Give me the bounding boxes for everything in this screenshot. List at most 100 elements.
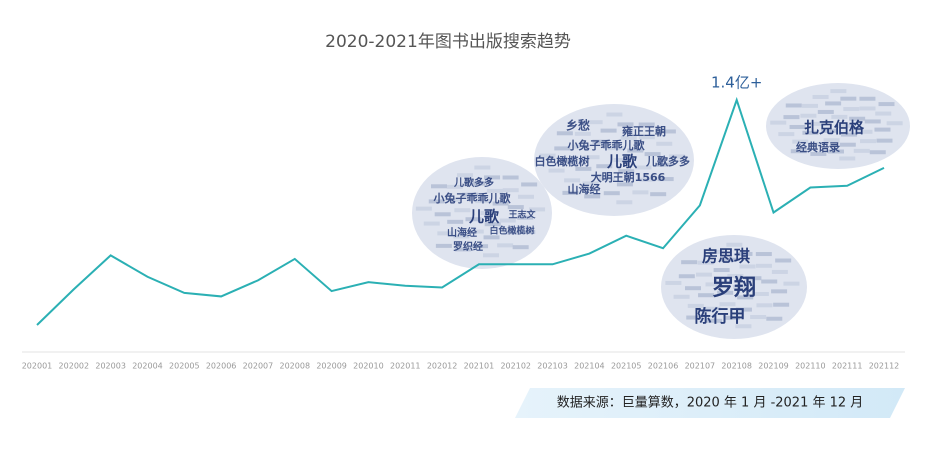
cloud-word: 罗翔: [712, 275, 756, 301]
cloud-texture: [573, 144, 590, 149]
cloud-texture: [592, 139, 609, 144]
cloud-texture: [687, 303, 704, 308]
cloud-texture: [632, 190, 649, 195]
cloud-texture: [773, 302, 790, 307]
cloud-texture: [878, 102, 895, 107]
cloud-word: 罗织经: [453, 240, 483, 253]
cloud-texture: [755, 263, 772, 268]
cloud-texture: [839, 156, 856, 161]
cloud-texture: [684, 286, 701, 291]
x-tick-label: 202001: [22, 362, 53, 371]
cloud-texture: [484, 222, 501, 227]
cloud-texture: [492, 201, 509, 206]
cloud-texture: [775, 258, 792, 263]
cloud-texture: [512, 245, 529, 250]
cloud-texture: [756, 303, 773, 308]
cloud-texture: [620, 135, 637, 140]
cloud-texture: [849, 116, 866, 121]
cloud-texture: [695, 272, 712, 277]
cloud-texture: [517, 194, 534, 199]
cloud-texture: [616, 200, 633, 205]
x-tick-label: 202109: [758, 362, 789, 371]
cloud-word: 房思琪: [702, 247, 750, 266]
cloud-texture: [582, 181, 599, 186]
cloud-texture: [486, 188, 503, 193]
cloud-texture: [830, 89, 847, 94]
cloud-texture: [678, 274, 695, 279]
cloud-texture: [840, 96, 857, 101]
x-tick-label: 202007: [243, 362, 274, 371]
cloud-texture: [659, 129, 676, 134]
cloud-texture: [864, 119, 881, 124]
source-note: 数据来源：巨量算数，2020 年 1 月 -2021 年 12 月: [557, 396, 864, 411]
cloud-word: 扎克伯格: [804, 119, 865, 137]
cloud-texture: [564, 178, 581, 183]
cloud-texture: [736, 251, 753, 256]
cloud-texture: [613, 158, 630, 162]
cloud-word: 王志文: [508, 209, 536, 221]
cloud-texture: [556, 131, 573, 136]
cloud-texture: [732, 285, 749, 289]
cloud-texture: [713, 268, 730, 273]
cloud-texture: [447, 219, 464, 224]
cloud-texture: [655, 162, 672, 167]
cloud-texture: [639, 177, 656, 182]
cloud-texture: [598, 176, 615, 181]
cloud-texture: [681, 260, 698, 265]
cloud-texture: [823, 138, 840, 143]
cloud-texture: [638, 122, 655, 127]
x-tick-label: 202003: [95, 362, 126, 371]
x-tick-label: 202005: [169, 362, 200, 371]
cloud-texture: [574, 131, 591, 136]
cloud-word: 小兔子乖乖儿歌: [433, 191, 512, 205]
cloud-texture: [841, 132, 858, 137]
cloud-texture: [644, 152, 661, 157]
cloud-texture: [723, 315, 740, 320]
cloud-texture: [600, 128, 617, 133]
x-tick-label: 202110: [795, 362, 826, 371]
cloud-texture: [650, 192, 667, 197]
cloud-texture: [519, 230, 536, 235]
cloud-texture: [668, 154, 685, 159]
cloud-texture: [467, 229, 484, 234]
x-tick-label: 202104: [574, 362, 605, 371]
cloud-texture: [869, 150, 886, 155]
cloud-texture: [561, 159, 578, 164]
cloud-texture: [517, 215, 534, 220]
cloud-texture: [859, 96, 876, 101]
cloud-texture: [472, 244, 489, 249]
cloud-texture: [457, 173, 474, 178]
cloud-texture: [789, 124, 806, 129]
cloud-texture: [809, 121, 826, 126]
cloud-texture: [437, 231, 454, 236]
cloud-texture: [812, 94, 829, 99]
cloud-texture: [584, 194, 601, 199]
x-tick-label: 202106: [648, 362, 679, 371]
cloud-texture: [539, 153, 556, 158]
cloud-texture: [843, 107, 860, 112]
cloud-texture: [497, 243, 514, 248]
cloud-word: 山海经: [568, 182, 601, 196]
cloud-texture: [778, 132, 795, 137]
cloud-texture: [735, 324, 752, 329]
cloud-word: 儿歌: [468, 208, 500, 226]
cloud-texture: [453, 234, 470, 239]
cloud-texture: [586, 120, 603, 125]
cloud-texture: [656, 141, 673, 146]
cloud-texture: [790, 149, 807, 154]
cloud-word: 大明王朝1566: [591, 170, 666, 184]
cloud-texture: [618, 169, 635, 174]
cloud-texture: [876, 138, 893, 143]
cloud-texture: [562, 190, 579, 195]
cloud-texture: [817, 109, 834, 114]
x-tick-label: 202004: [132, 362, 163, 371]
cloud-texture: [785, 103, 802, 108]
cloud-texture: [502, 175, 519, 180]
cloud-texture: [755, 252, 772, 257]
cloud-texture: [761, 279, 778, 284]
cloud-texture: [415, 206, 432, 211]
cloud-texture: [617, 122, 634, 127]
cloud-texture: [706, 318, 723, 323]
cloud-texture: [469, 181, 486, 186]
